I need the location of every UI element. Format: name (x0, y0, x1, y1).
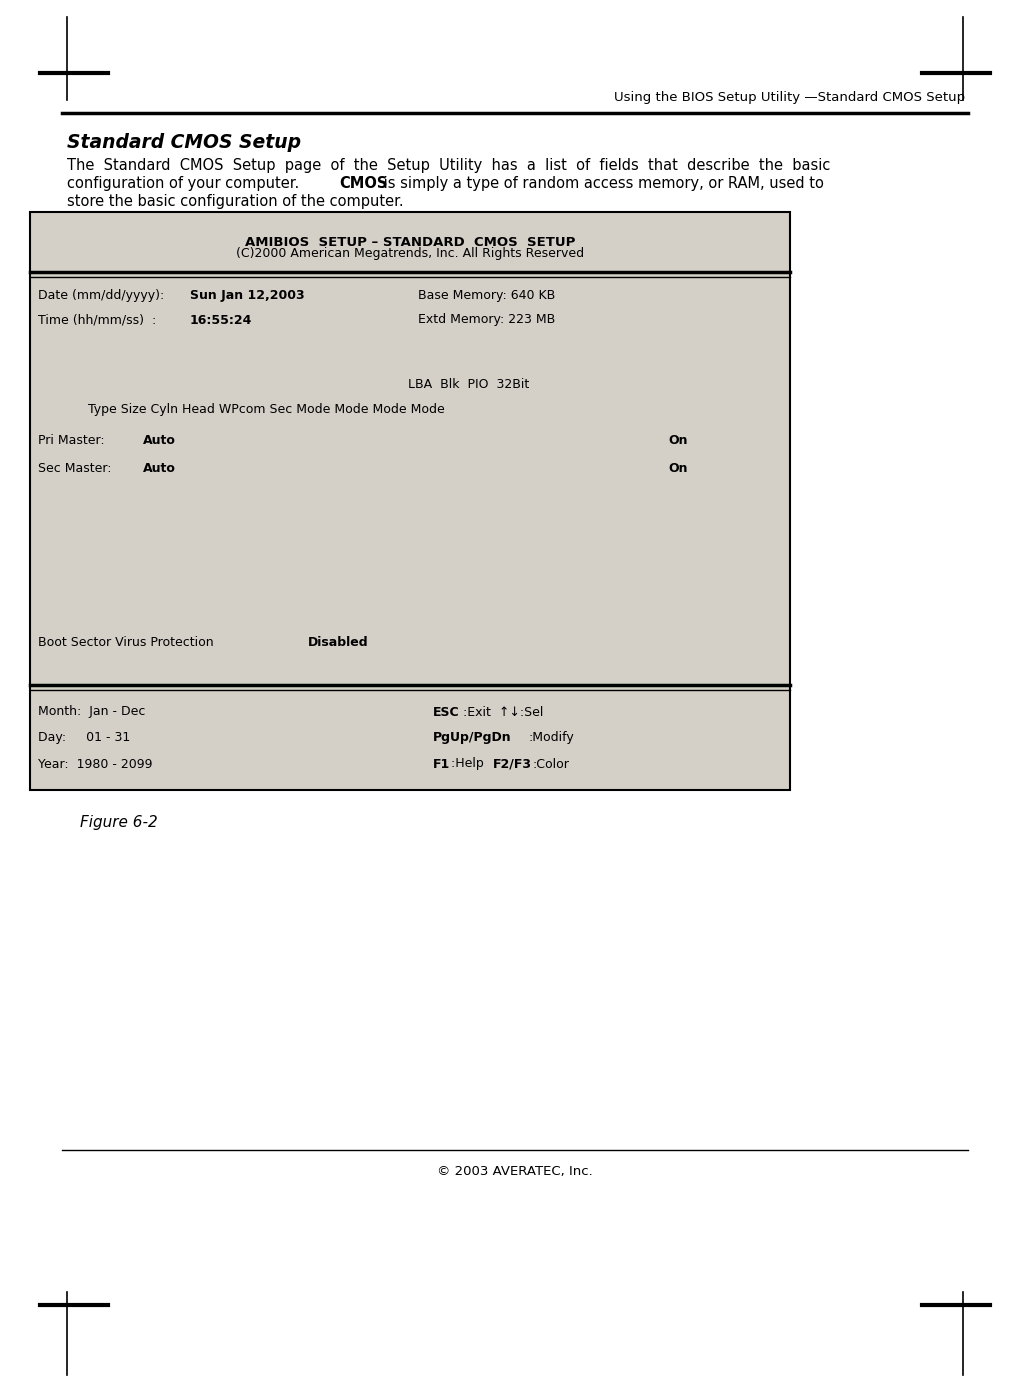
Text: Time (hh/mm/ss)  :: Time (hh/mm/ss) : (38, 313, 161, 327)
Text: On: On (668, 462, 687, 475)
Text: On: On (668, 433, 687, 447)
Text: 16:55:24: 16:55:24 (190, 313, 252, 327)
Text: Day:     01 - 31: Day: 01 - 31 (38, 732, 130, 745)
Text: ESC: ESC (433, 706, 459, 718)
Text: Boot Sector Virus Protection: Boot Sector Virus Protection (38, 636, 230, 649)
Text: F1: F1 (433, 757, 450, 771)
Text: Date (mm/dd/yyyy):: Date (mm/dd/yyyy): (38, 288, 168, 302)
Text: Figure 6-2: Figure 6-2 (80, 814, 158, 830)
Text: Pri Master:: Pri Master: (38, 433, 108, 447)
Text: :Help: :Help (451, 757, 488, 771)
Text: Sun Jan 12,2003: Sun Jan 12,2003 (190, 288, 305, 302)
Text: is simply a type of random access memory, or RAM, used to: is simply a type of random access memory… (379, 175, 824, 191)
Text: © 2003 AVERATEC, Inc.: © 2003 AVERATEC, Inc. (437, 1165, 593, 1178)
Text: LBA  Blk  PIO  32Bit: LBA Blk PIO 32Bit (408, 379, 529, 391)
Text: (C)2000 American Megatrends, Inc. All Rights Reserved: (C)2000 American Megatrends, Inc. All Ri… (236, 248, 584, 260)
Text: Sec Master:: Sec Master: (38, 462, 115, 475)
Text: PgUp/PgDn: PgUp/PgDn (433, 732, 512, 745)
Text: Auto: Auto (143, 462, 176, 475)
Text: The  Standard  CMOS  Setup  page  of  the  Setup  Utility  has  a  list  of  fie: The Standard CMOS Setup page of the Setu… (67, 159, 830, 173)
Text: AMIBIOS  SETUP – STANDARD  CMOS  SETUP: AMIBIOS SETUP – STANDARD CMOS SETUP (245, 235, 575, 249)
Text: Standard CMOS Setup: Standard CMOS Setup (67, 134, 301, 152)
Text: F2/F3: F2/F3 (493, 757, 533, 771)
Text: Year:  1980 - 2099: Year: 1980 - 2099 (38, 757, 152, 771)
Text: :Color: :Color (533, 757, 570, 771)
Text: Auto: Auto (143, 433, 176, 447)
Text: Using the BIOS Setup Utility —Standard CMOS Setup: Using the BIOS Setup Utility —Standard C… (614, 90, 965, 104)
Text: Base Memory: 640 KB: Base Memory: 640 KB (418, 288, 555, 302)
Text: Disabled: Disabled (308, 636, 369, 649)
Text: :Modify: :Modify (528, 732, 574, 745)
Text: Type Size Cyln Head WPcom Sec Mode Mode Mode Mode: Type Size Cyln Head WPcom Sec Mode Mode … (88, 404, 445, 416)
Text: :Exit  ↑↓:Sel: :Exit ↑↓:Sel (464, 706, 544, 718)
Text: configuration of your computer.: configuration of your computer. (67, 175, 304, 191)
Text: Extd Memory: 223 MB: Extd Memory: 223 MB (418, 313, 555, 327)
Text: Month:  Jan - Dec: Month: Jan - Dec (38, 706, 145, 718)
Text: CMOS: CMOS (339, 175, 387, 191)
Bar (30, 212, 790, 791)
Text: store the basic configuration of the computer.: store the basic configuration of the com… (67, 193, 404, 209)
